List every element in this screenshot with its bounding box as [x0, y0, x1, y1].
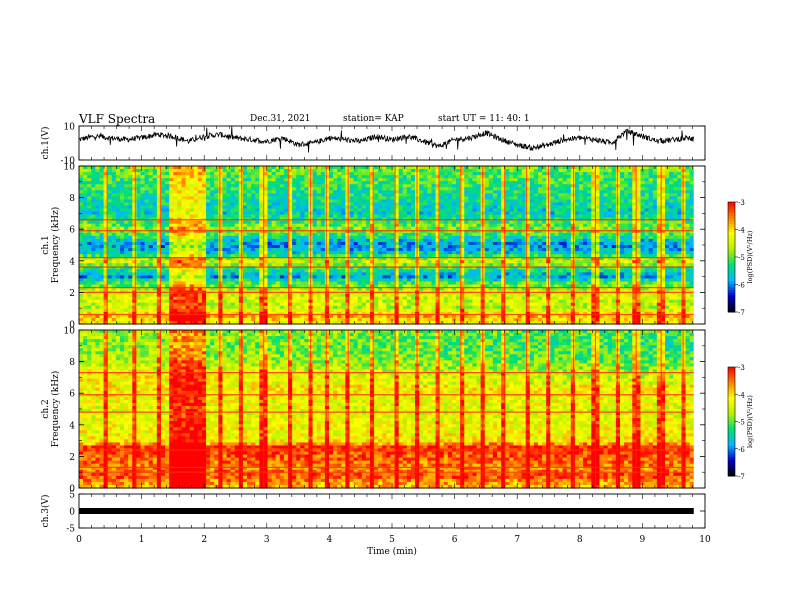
- ch2-spectrogram-ytick-5: 10: [64, 327, 76, 337]
- ch1-waveform-panel: [79, 126, 694, 153]
- ch2-spectrogram-colorbar: -3 -4 -5 -6 -7 log(PSD)(V²/Hz): [727, 364, 754, 481]
- ch3-waveform-ytick-1: 0: [69, 508, 75, 518]
- ch2-spectrogram-ytick-1: 2: [69, 453, 75, 463]
- ch2-spectrogram-panel: -3 -4 -5 -6 -7 log(PSD)(V²/Hz): [79, 330, 754, 489]
- ch1-spectrogram-cbar-tick-2: -5: [738, 254, 745, 262]
- ch1-trace: [79, 126, 694, 153]
- xtick-2: 2: [201, 535, 207, 545]
- ch2-spectrogram-ytick-2: 4: [69, 421, 75, 431]
- station-label: station= KAP: [343, 114, 404, 124]
- ch2-spectrogram-cells: [79, 330, 695, 489]
- ch2-spectrogram-cbar-tick-0: -3: [738, 364, 745, 372]
- ch2-spectrogram-cbar-tick-4: -7: [738, 473, 745, 481]
- ch1-spectrogram-panel: -3 -4 -5 -6 -7 log(PSD)(V²/Hz): [79, 166, 754, 325]
- ch3-waveform-panel: [79, 508, 694, 514]
- ch1-spectrogram-ytick-0: 0: [69, 321, 75, 331]
- ch2-spectrogram-ylabel-1: Frequency (kHz): [50, 371, 61, 448]
- ch1-spectrogram-ytick-3: 6: [69, 226, 75, 236]
- ch2-spectrogram-ylabel-0: ch.2: [41, 399, 51, 418]
- start-time-label: start UT = 11: 40: 1: [438, 114, 530, 124]
- ch1-spectrogram-cbar-label: log(PSD)(V²/Hz): [746, 230, 754, 283]
- ch1-spectrogram-cells: [79, 166, 695, 325]
- xtick-1: 1: [139, 535, 145, 545]
- ch1-spectrogram-ytick-2: 4: [69, 257, 75, 267]
- xtick-6: 6: [452, 535, 458, 545]
- ch2-spectrogram-cbar-tick-1: -4: [738, 391, 745, 399]
- ch1-spectrogram-cbar-tick-1: -4: [738, 227, 745, 235]
- ch2-spectrogram-ytick-3: 6: [69, 390, 75, 400]
- xtick-8: 8: [577, 535, 583, 545]
- ch1-spectrogram-cbar-tick-4: -7: [738, 309, 745, 317]
- figure-title: VLF Spectra: [79, 112, 156, 126]
- xtick-10: 10: [699, 535, 711, 545]
- ch2-spectrogram-cbar-label: log(PSD)(V²/Hz): [746, 395, 754, 448]
- ch1-spectrogram-ytick-5: 10: [64, 163, 76, 173]
- axes-layer: [78, 125, 706, 529]
- ch1-waveform-ytick-1: -10: [61, 157, 76, 167]
- ch1-spectrogram-ytick-4: 8: [69, 194, 75, 204]
- ch1-spectrogram-cbar-tick-3: -6: [738, 282, 745, 290]
- xtick-5: 5: [389, 535, 395, 545]
- ch3-waveform-ytick-0: 5: [69, 491, 75, 501]
- ch1-spectrogram-colorbar: -3 -4 -5 -6 -7 log(PSD)(V²/Hz): [727, 199, 754, 317]
- ch2-spectrogram-ytick-0: 0: [69, 485, 75, 495]
- xtick-4: 4: [327, 535, 333, 545]
- panels-layer: -3 -4 -5 -6 -7 log(PSD)(V²/Hz) -3 -4 -5 -6 -7 log(P…: [79, 126, 754, 514]
- xtick-0: 0: [76, 535, 82, 545]
- xtick-9: 9: [640, 535, 646, 545]
- ch3-waveform-ylabel-0: ch.3(V): [40, 495, 51, 528]
- ch1-waveform-ytick-0: 10: [64, 123, 76, 133]
- ch1-spectrogram-ytick-1: 2: [69, 289, 75, 299]
- ch2-spectrogram-cbar-tick-3: -6: [738, 446, 745, 454]
- xtick-3: 3: [264, 535, 270, 545]
- ch2-spectrogram-ytick-4: 8: [69, 358, 75, 368]
- xtick-7: 7: [514, 535, 520, 545]
- ch1-spectrogram-ylabel-1: Frequency (kHz): [50, 207, 61, 284]
- date-label: Dec.31, 2021: [250, 114, 311, 124]
- ch1-waveform-ylabel-0: ch.1(V): [40, 127, 51, 160]
- ch1-spectrogram-ylabel-0: ch.1: [41, 235, 51, 254]
- ch1-spectrogram-cbar-tick-0: -3: [738, 199, 745, 207]
- x-axis-label: Time (min): [367, 546, 417, 557]
- ch2-spectrogram-cbar-tick-2: -5: [738, 419, 745, 427]
- ch3-trace: [79, 508, 694, 514]
- ch3-waveform-ytick-2: -5: [66, 525, 75, 535]
